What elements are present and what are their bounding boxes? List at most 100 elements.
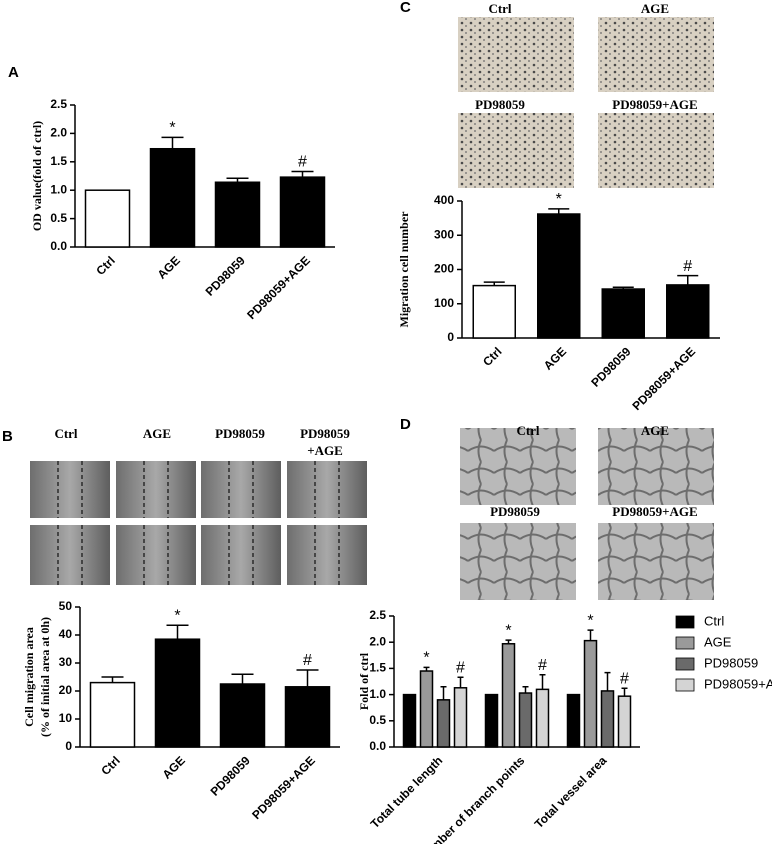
y-tick-label: 0.0 xyxy=(50,239,67,253)
micrograph xyxy=(458,17,574,92)
error-bar xyxy=(483,281,505,286)
legend-label: AGE xyxy=(704,634,732,649)
y-tick-label: 2.5 xyxy=(369,608,386,622)
micrograph xyxy=(30,525,110,585)
micrograph xyxy=(287,461,367,518)
error-bar xyxy=(291,170,314,178)
y-tick-label: 30 xyxy=(59,655,73,669)
significance-marker: # xyxy=(620,671,629,688)
bar xyxy=(149,147,196,248)
y-tick-label: 1.0 xyxy=(369,687,386,701)
y-tick-label: 1.0 xyxy=(50,182,67,196)
y-tick-label: 2.5 xyxy=(50,97,67,111)
bar xyxy=(453,687,468,748)
image-caption: Ctrl xyxy=(54,426,77,441)
bar xyxy=(583,639,598,748)
bar xyxy=(566,693,581,748)
micrograph xyxy=(116,461,196,518)
micrograph xyxy=(460,428,576,505)
micrograph xyxy=(598,428,714,505)
bar xyxy=(214,181,261,248)
legend-label: PD98059 xyxy=(704,655,758,670)
significance-marker: * xyxy=(587,612,593,629)
bar xyxy=(484,693,499,748)
significance-marker: # xyxy=(298,154,307,171)
bar xyxy=(617,695,632,748)
bar xyxy=(535,688,550,748)
x-tick-label: Total tube length xyxy=(368,753,446,831)
error-bar xyxy=(101,676,124,683)
y-tick-label: 50 xyxy=(59,599,73,613)
y-tick-label: 400 xyxy=(434,193,454,207)
micrograph xyxy=(460,523,576,600)
y-tick-label: 0.0 xyxy=(369,739,386,753)
micrograph xyxy=(287,525,367,585)
micrograph xyxy=(458,113,574,188)
error-bar xyxy=(226,177,249,183)
y-axis-label: Fold of ctrl xyxy=(357,652,371,710)
error-bar xyxy=(457,676,464,688)
error-bar xyxy=(166,624,189,640)
y-tick-label: 1.5 xyxy=(369,661,386,675)
y-tick-label: 0.5 xyxy=(50,211,67,225)
bar xyxy=(600,690,615,748)
significance-marker: * xyxy=(423,650,429,667)
significance-marker: * xyxy=(169,120,175,137)
x-tick-label: PD98059+AGE xyxy=(249,753,318,822)
y-axis-label: (% of initial area at 0h) xyxy=(38,617,52,737)
bar xyxy=(436,699,451,748)
image-caption: Ctrl xyxy=(516,423,539,438)
bar xyxy=(518,692,533,748)
significance-marker: * xyxy=(505,622,511,639)
image-caption: AGE xyxy=(143,426,171,441)
x-tick-label: Ctrl xyxy=(93,253,118,278)
bar xyxy=(89,681,136,748)
bar xyxy=(402,693,417,748)
significance-marker: # xyxy=(683,258,692,275)
image-caption: PD98059 xyxy=(300,426,350,441)
y-tick-label: 100 xyxy=(434,296,454,310)
micrograph xyxy=(598,113,714,188)
bar xyxy=(219,683,266,748)
panel-label: A xyxy=(8,64,19,81)
y-tick-label: 2.0 xyxy=(369,634,386,648)
error-bar xyxy=(231,673,254,684)
error-bar xyxy=(161,136,184,149)
error-bar xyxy=(440,685,447,700)
error-bar xyxy=(423,666,430,672)
image-caption: AGE xyxy=(641,1,669,16)
y-tick-label: 300 xyxy=(434,227,454,241)
legend-swatch xyxy=(675,615,695,629)
y-axis-label: Migration cell number xyxy=(397,211,411,328)
legend-label: Ctrl xyxy=(704,613,724,628)
y-tick-label: 2.0 xyxy=(50,126,67,140)
bar xyxy=(284,686,331,748)
y-tick-label: 10 xyxy=(59,711,73,725)
error-bar xyxy=(539,673,546,690)
image-caption: PD98059+AGE xyxy=(612,504,697,519)
x-tick-label: PD98059+AGE xyxy=(244,253,313,322)
significance-marker: # xyxy=(303,652,312,669)
legend-label: PD98059+A xyxy=(704,676,772,691)
y-tick-label: 20 xyxy=(59,683,73,697)
significance-marker: * xyxy=(174,607,180,624)
y-tick-label: 200 xyxy=(434,262,454,276)
micrograph xyxy=(30,461,110,518)
bar xyxy=(472,284,516,339)
micrograph xyxy=(598,17,714,92)
image-caption: AGE xyxy=(641,423,669,438)
y-axis-label: Cell migration area xyxy=(22,627,36,727)
y-tick-label: 0 xyxy=(447,330,454,344)
image-caption: PD98059+AGE xyxy=(612,97,697,112)
legend-swatch xyxy=(675,678,695,692)
bar xyxy=(154,638,201,748)
error-bar xyxy=(677,274,699,285)
error-bar xyxy=(587,629,594,641)
error-bar xyxy=(548,208,570,215)
error-bar xyxy=(522,685,529,694)
significance-marker: # xyxy=(456,660,465,677)
panel-label: C xyxy=(400,0,411,16)
bar xyxy=(601,288,645,339)
error-bar xyxy=(505,639,512,644)
